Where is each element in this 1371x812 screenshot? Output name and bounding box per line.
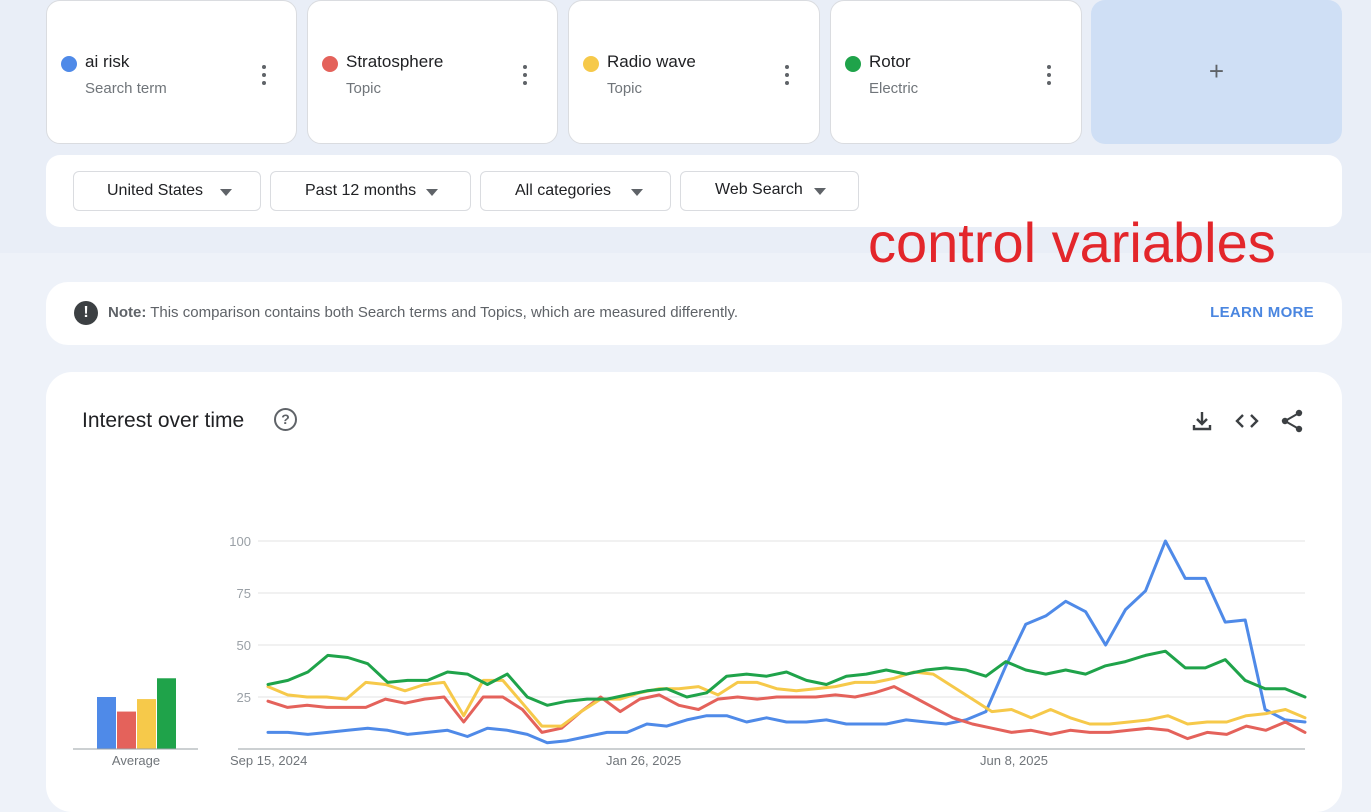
help-icon[interactable]: ? bbox=[274, 408, 297, 431]
average-bar-radio-wave bbox=[137, 699, 156, 749]
x-tick-label: Sep 15, 2024 bbox=[230, 753, 307, 768]
more-options-icon[interactable] bbox=[517, 63, 533, 87]
region-label: United States bbox=[107, 182, 204, 199]
more-options-icon[interactable] bbox=[1041, 63, 1057, 87]
search-type-dropdown[interactable]: Web Search bbox=[680, 171, 859, 211]
time-range-dropdown[interactable]: Past 12 months bbox=[270, 171, 471, 211]
chevron-down-icon bbox=[220, 189, 232, 196]
term-name: Rotor bbox=[869, 52, 911, 71]
average-bar-stratosphere bbox=[117, 711, 136, 749]
term-color-dot bbox=[583, 56, 599, 72]
term-name: Radio wave bbox=[607, 52, 696, 71]
term-type: Topic bbox=[607, 80, 643, 97]
interest-chart: 100 75 50 25 Sep 15, 2024 Jan 26, 2025 Jun 8, … bbox=[73, 534, 1307, 768]
chevron-down-icon bbox=[814, 188, 826, 195]
average-bar-ai-risk bbox=[97, 697, 116, 749]
more-options-icon[interactable] bbox=[779, 63, 795, 87]
term-type: Topic bbox=[346, 80, 382, 97]
note-text: Note: This comparison contains both Sear… bbox=[108, 304, 738, 321]
term-name: ai risk bbox=[85, 52, 130, 71]
term-color-dot bbox=[322, 56, 338, 72]
term-type: Electric bbox=[869, 80, 919, 97]
region-dropdown[interactable]: United States bbox=[73, 171, 261, 211]
share-icon[interactable] bbox=[1279, 408, 1305, 434]
chevron-down-icon bbox=[426, 189, 438, 196]
comparison-note: ! Note: This comparison contains both Se… bbox=[46, 282, 1342, 345]
note-bold: Note: bbox=[108, 304, 147, 321]
term-color-dot bbox=[61, 56, 77, 72]
category-label: All categories bbox=[515, 182, 612, 199]
series-line-rotor bbox=[266, 649, 1307, 707]
x-tick-label: Jan 26, 2025 bbox=[606, 753, 681, 768]
chart-title: Interest over time bbox=[82, 409, 245, 432]
term-name: Stratosphere bbox=[346, 52, 444, 71]
plus-icon: + bbox=[1208, 56, 1225, 86]
search-type-label: Web Search bbox=[715, 181, 803, 198]
term-card-ai-risk[interactable]: ai risk Search term bbox=[46, 0, 297, 144]
series-line-ai-risk bbox=[266, 539, 1307, 745]
y-tick-label: 75 bbox=[237, 586, 251, 601]
y-tick-label: 100 bbox=[229, 534, 251, 549]
exclamation-icon: ! bbox=[74, 301, 98, 325]
x-tick-label: Jun 8, 2025 bbox=[980, 753, 1048, 768]
category-dropdown[interactable]: All categories bbox=[480, 171, 671, 211]
term-card-rotor[interactable]: Rotor Electric bbox=[830, 0, 1082, 144]
term-card-stratosphere[interactable]: Stratosphere Topic bbox=[307, 0, 558, 144]
time-range-label: Past 12 months bbox=[305, 182, 417, 199]
learn-more-link[interactable]: LEARN MORE bbox=[1210, 304, 1314, 321]
filters-bar: United States Past 12 months All categor… bbox=[46, 155, 1342, 227]
add-comparison-button[interactable]: + bbox=[1091, 0, 1342, 144]
chevron-down-icon bbox=[631, 189, 643, 196]
term-card-radio-wave[interactable]: Radio wave Topic bbox=[568, 0, 820, 144]
series-line-radio-wave bbox=[266, 670, 1307, 728]
series-line-stratosphere bbox=[266, 685, 1307, 741]
download-icon[interactable] bbox=[1189, 408, 1215, 434]
y-tick-label: 50 bbox=[237, 638, 251, 653]
term-color-dot bbox=[845, 56, 861, 72]
average-label: Average bbox=[112, 753, 160, 768]
more-options-icon[interactable] bbox=[256, 63, 272, 87]
average-bar-rotor bbox=[157, 678, 176, 749]
annotation-text: control variables bbox=[868, 211, 1276, 274]
embed-code-icon[interactable] bbox=[1234, 408, 1260, 434]
note-body: This comparison contains both Search ter… bbox=[146, 304, 739, 321]
term-type: Search term bbox=[85, 80, 167, 97]
y-tick-label: 25 bbox=[237, 690, 251, 705]
interest-over-time-card: Interest over time ? 100 75 50 25 Sep 15, 20… bbox=[46, 372, 1342, 812]
